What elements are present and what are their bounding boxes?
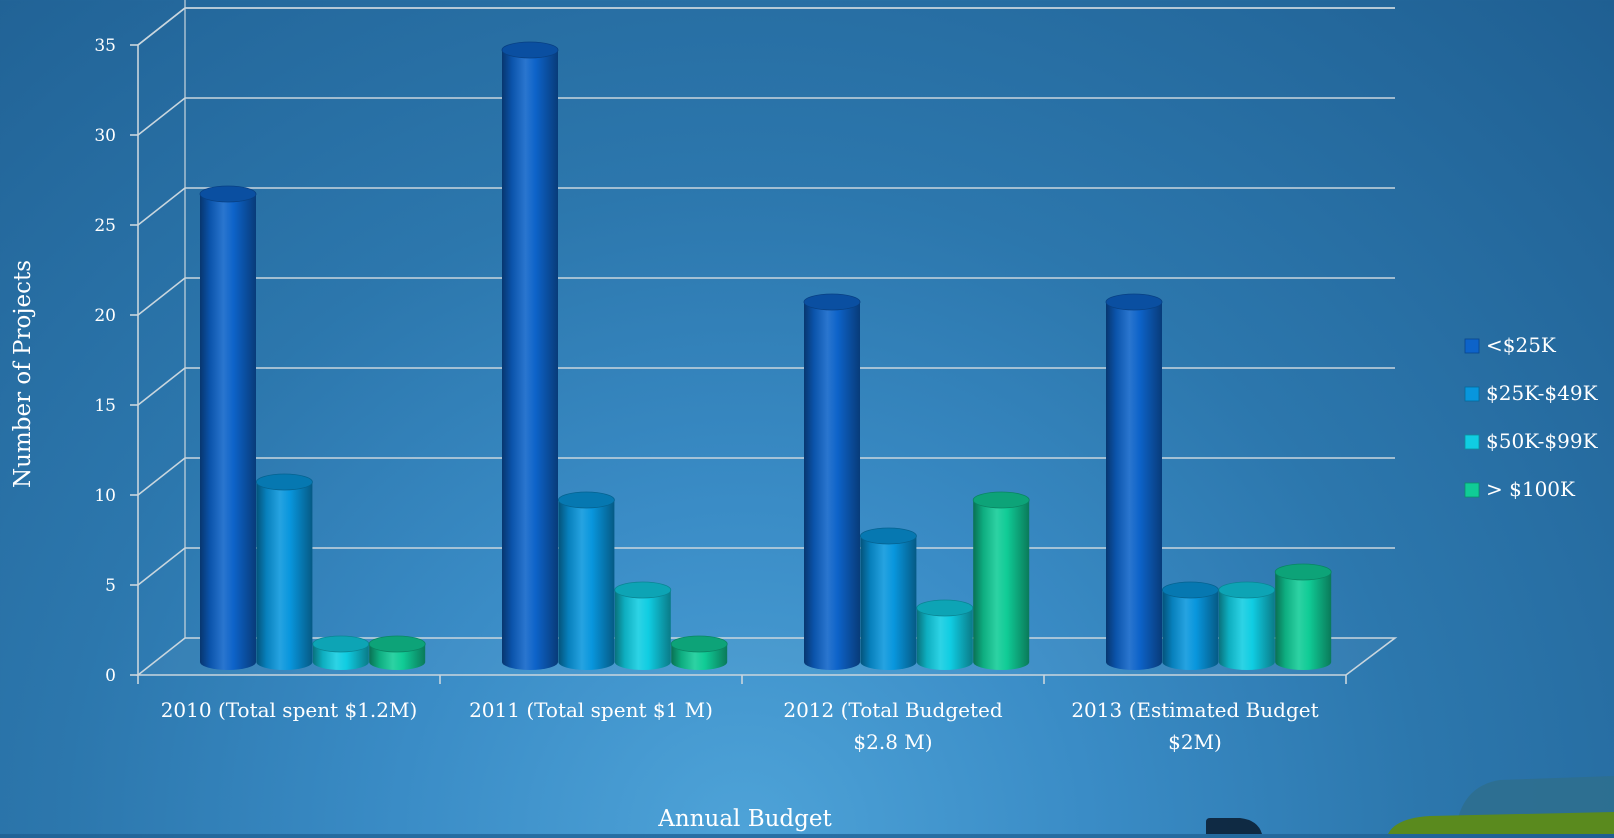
top-frame (138, 0, 1395, 45)
bar-body (1275, 572, 1332, 670)
bar-body (200, 194, 256, 670)
bar-top (312, 635, 370, 653)
bar-body (256, 482, 313, 670)
bar-0-1 (255, 473, 313, 670)
bar-3-0 (1105, 293, 1163, 670)
bar-top (916, 599, 974, 617)
legend-swatch (1464, 482, 1480, 498)
gridline (137, 97, 1395, 136)
chart-legend: <$25K $25K-$49K $50K-$99K > $100K (1464, 333, 1599, 501)
y-tick-label: 35 (94, 36, 116, 56)
bar-3-3 (1274, 563, 1332, 670)
bar-body (614, 590, 671, 670)
legend-swatch (1464, 386, 1480, 402)
bar-top (1162, 581, 1219, 599)
bar-body (558, 500, 615, 670)
bar-top (670, 635, 728, 653)
chart-floor (135, 637, 1398, 676)
y-tick-label: 20 (94, 306, 116, 326)
bar-body (916, 608, 973, 670)
x-category-label: 2011 (Total spent $1 M) (469, 698, 713, 722)
x-category-label: $2.8 M) (853, 730, 932, 754)
bar-top (614, 581, 672, 599)
bar-2-0 (803, 293, 861, 670)
legend-label: $50K-$99K (1486, 429, 1599, 453)
gridline (137, 187, 1395, 226)
chart-labels: 0 5 10 15 20 25 30 35 2010 (Total spent $1.2M) 20… (10, 36, 1319, 832)
legend-label: <$25K (1486, 333, 1557, 357)
bar-1-1 (558, 491, 615, 670)
bar-top (1218, 581, 1276, 599)
bar-2-3 (972, 491, 1030, 670)
bar-1-2 (614, 581, 672, 670)
x-category-label: 2012 (Total Budgeted (783, 698, 1002, 722)
bar-body (502, 50, 558, 670)
gridline (137, 367, 1395, 406)
bar-2-1 (860, 527, 917, 670)
y-tick-label: 5 (105, 576, 116, 596)
y-tick-label: 0 (105, 666, 116, 686)
bar-top (501, 41, 559, 59)
bar-1-3 (670, 635, 728, 670)
y-axis-title: Number of Projects (10, 260, 36, 488)
bar-top (1105, 293, 1163, 311)
gridline (137, 7, 1395, 46)
bar-body (1106, 302, 1162, 670)
bar-top (972, 491, 1030, 509)
y-tick-label: 30 (94, 126, 116, 146)
gridline (137, 7, 186, 46)
bar-2-2 (916, 599, 974, 670)
corner-decoration (1206, 776, 1614, 834)
chart-grid (130, 0, 1398, 684)
y-tick-label: 25 (94, 216, 116, 236)
bar-3-2 (1218, 581, 1276, 670)
bar-0-3 (368, 635, 426, 670)
x-category-label: 2013 (Estimated Budget (1071, 698, 1318, 722)
decor-shape-front (1388, 812, 1614, 834)
x-category-label: $2M) (1168, 730, 1222, 754)
gridline (137, 547, 1395, 586)
y-tick-label: 10 (94, 486, 116, 506)
bar-3-1 (1162, 581, 1219, 670)
chart-bars (199, 41, 1332, 670)
bar-top (368, 635, 426, 653)
bar-top (255, 473, 313, 491)
x-category-label: 2010 (Total spent $1.2M) (161, 698, 418, 722)
bar-top (199, 185, 257, 203)
bar-body (804, 302, 860, 670)
gridline (137, 457, 1395, 496)
bar-body (1218, 590, 1275, 670)
y-tick-label: 15 (94, 396, 116, 416)
x-axis-title: Annual Budget (657, 806, 832, 832)
bar-body (860, 536, 917, 670)
decor-glyph (1206, 818, 1262, 834)
bar-0-0 (199, 185, 257, 670)
legend-label: > $100K (1486, 477, 1576, 501)
legend-label: $25K-$49K (1486, 381, 1599, 405)
bar-0-2 (312, 635, 370, 670)
bar-body (973, 500, 1030, 670)
bar-1-0 (501, 41, 559, 670)
bar-top (803, 293, 861, 311)
bar-body (1162, 590, 1219, 670)
bar-top (860, 527, 917, 545)
legend-swatch (1464, 434, 1480, 450)
legend-swatch (1464, 338, 1480, 354)
bar-top (1274, 563, 1332, 581)
gridline (137, 277, 1395, 316)
bar-top (558, 491, 615, 509)
